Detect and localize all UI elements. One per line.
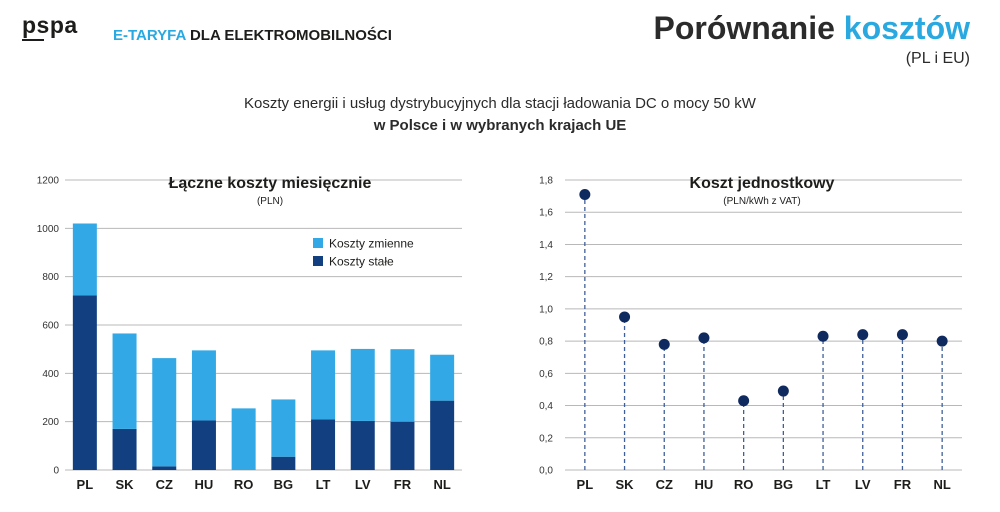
y-tick-label: 1,8 — [539, 176, 553, 187]
header-subtitle: E-TARYFA DLA ELEKTROMOBILNOŚCI — [113, 27, 392, 44]
bar-segment — [191, 420, 216, 470]
description-line2: w Polsce i w wybranych krajach UE — [373, 117, 627, 134]
legend-label: Koszty stałe — [329, 255, 394, 269]
page-title-dark: Porównanie — [653, 10, 844, 46]
page-title: Porównanie kosztów — [654, 10, 970, 47]
y-tick-label: 1,4 — [539, 240, 553, 251]
x-tick-label: SK — [616, 477, 635, 492]
x-tick-label: PL — [577, 477, 594, 492]
bar-segment — [191, 350, 216, 421]
data-point — [619, 311, 631, 323]
logo-underline — [22, 39, 44, 41]
y-tick-label: 1,2 — [539, 272, 553, 283]
y-tick-label: 1,6 — [539, 208, 553, 219]
data-point — [698, 332, 710, 344]
bar-segment — [350, 348, 375, 421]
y-tick-label: 0,4 — [539, 401, 553, 412]
y-tick-label: 1000 — [37, 224, 60, 235]
x-tick-label: BG — [274, 477, 294, 492]
x-tick-label: PL — [77, 477, 94, 492]
x-tick-label: FR — [394, 477, 412, 492]
bar-segment — [430, 354, 455, 401]
data-point — [857, 329, 869, 341]
x-tick-label: SK — [116, 477, 135, 492]
bar-segment — [390, 349, 415, 422]
y-tick-label: 600 — [42, 321, 59, 332]
x-tick-label: LV — [855, 477, 871, 492]
x-tick-label: RO — [734, 477, 754, 492]
data-point — [817, 330, 829, 342]
y-tick-label: 1,0 — [539, 304, 553, 315]
bar-segment — [112, 428, 137, 470]
legend-swatch — [313, 238, 323, 248]
y-tick-label: 0,6 — [539, 369, 553, 380]
x-tick-label: LT — [816, 477, 831, 492]
chart-title: Koszt jednostkowy — [690, 175, 835, 192]
x-tick-label: CZ — [656, 477, 673, 492]
y-tick-label: 0,2 — [539, 433, 553, 444]
x-tick-label: CZ — [156, 477, 173, 492]
data-point — [896, 329, 908, 341]
bar-segment — [390, 421, 415, 470]
bar-segment — [271, 456, 296, 470]
bar-segment — [271, 399, 296, 457]
bar-segment — [311, 419, 336, 470]
description-line1: Koszty energii i usług dystrybucyjnych d… — [244, 95, 756, 112]
header-subtitle-rest: DLA ELEKTROMOBILNOŚCI — [185, 27, 392, 44]
x-tick-label: NL — [433, 477, 450, 492]
legend-swatch — [313, 256, 323, 266]
x-tick-label: HU — [695, 477, 714, 492]
bar-segment — [152, 358, 177, 467]
bar-segment — [72, 295, 97, 470]
y-tick-label: 0,0 — [539, 466, 553, 477]
chart-subtitle: (PLN) — [257, 196, 283, 207]
logo: pspa — [22, 12, 78, 38]
bar-segment — [72, 223, 97, 296]
chart-subtitle: (PLN/kWh z VAT) — [723, 196, 800, 207]
y-tick-label: 200 — [42, 417, 59, 428]
legend-label: Koszty zmienne — [329, 237, 414, 251]
y-tick-label: 1200 — [37, 176, 60, 187]
x-tick-label: RO — [234, 477, 254, 492]
bar-segment — [311, 350, 336, 420]
x-tick-label: LV — [355, 477, 371, 492]
page-title-accent: kosztów — [843, 10, 970, 46]
x-tick-label: LT — [316, 477, 331, 492]
bar-segment — [430, 400, 455, 470]
bar-segment — [350, 420, 375, 470]
data-point — [738, 395, 750, 407]
y-tick-label: 0 — [53, 466, 59, 477]
data-point — [579, 189, 591, 200]
bar-segment — [152, 466, 177, 470]
y-tick-label: 800 — [42, 272, 59, 283]
data-point — [777, 385, 789, 397]
x-tick-label: BG — [774, 477, 794, 492]
page-title-sub: (PL i EU) — [905, 50, 970, 67]
y-tick-label: 0,8 — [539, 337, 553, 348]
data-point — [658, 338, 670, 350]
bar-segment — [112, 333, 137, 429]
bar-segment — [231, 408, 256, 470]
chart-title: Łączne koszty miesięcznie — [169, 175, 372, 192]
header-subtitle-accent: E-TARYFA — [113, 27, 186, 44]
x-tick-label: NL — [933, 477, 950, 492]
data-point — [936, 335, 948, 347]
y-tick-label: 400 — [42, 369, 59, 380]
x-tick-label: HU — [195, 477, 214, 492]
x-tick-label: FR — [894, 477, 912, 492]
